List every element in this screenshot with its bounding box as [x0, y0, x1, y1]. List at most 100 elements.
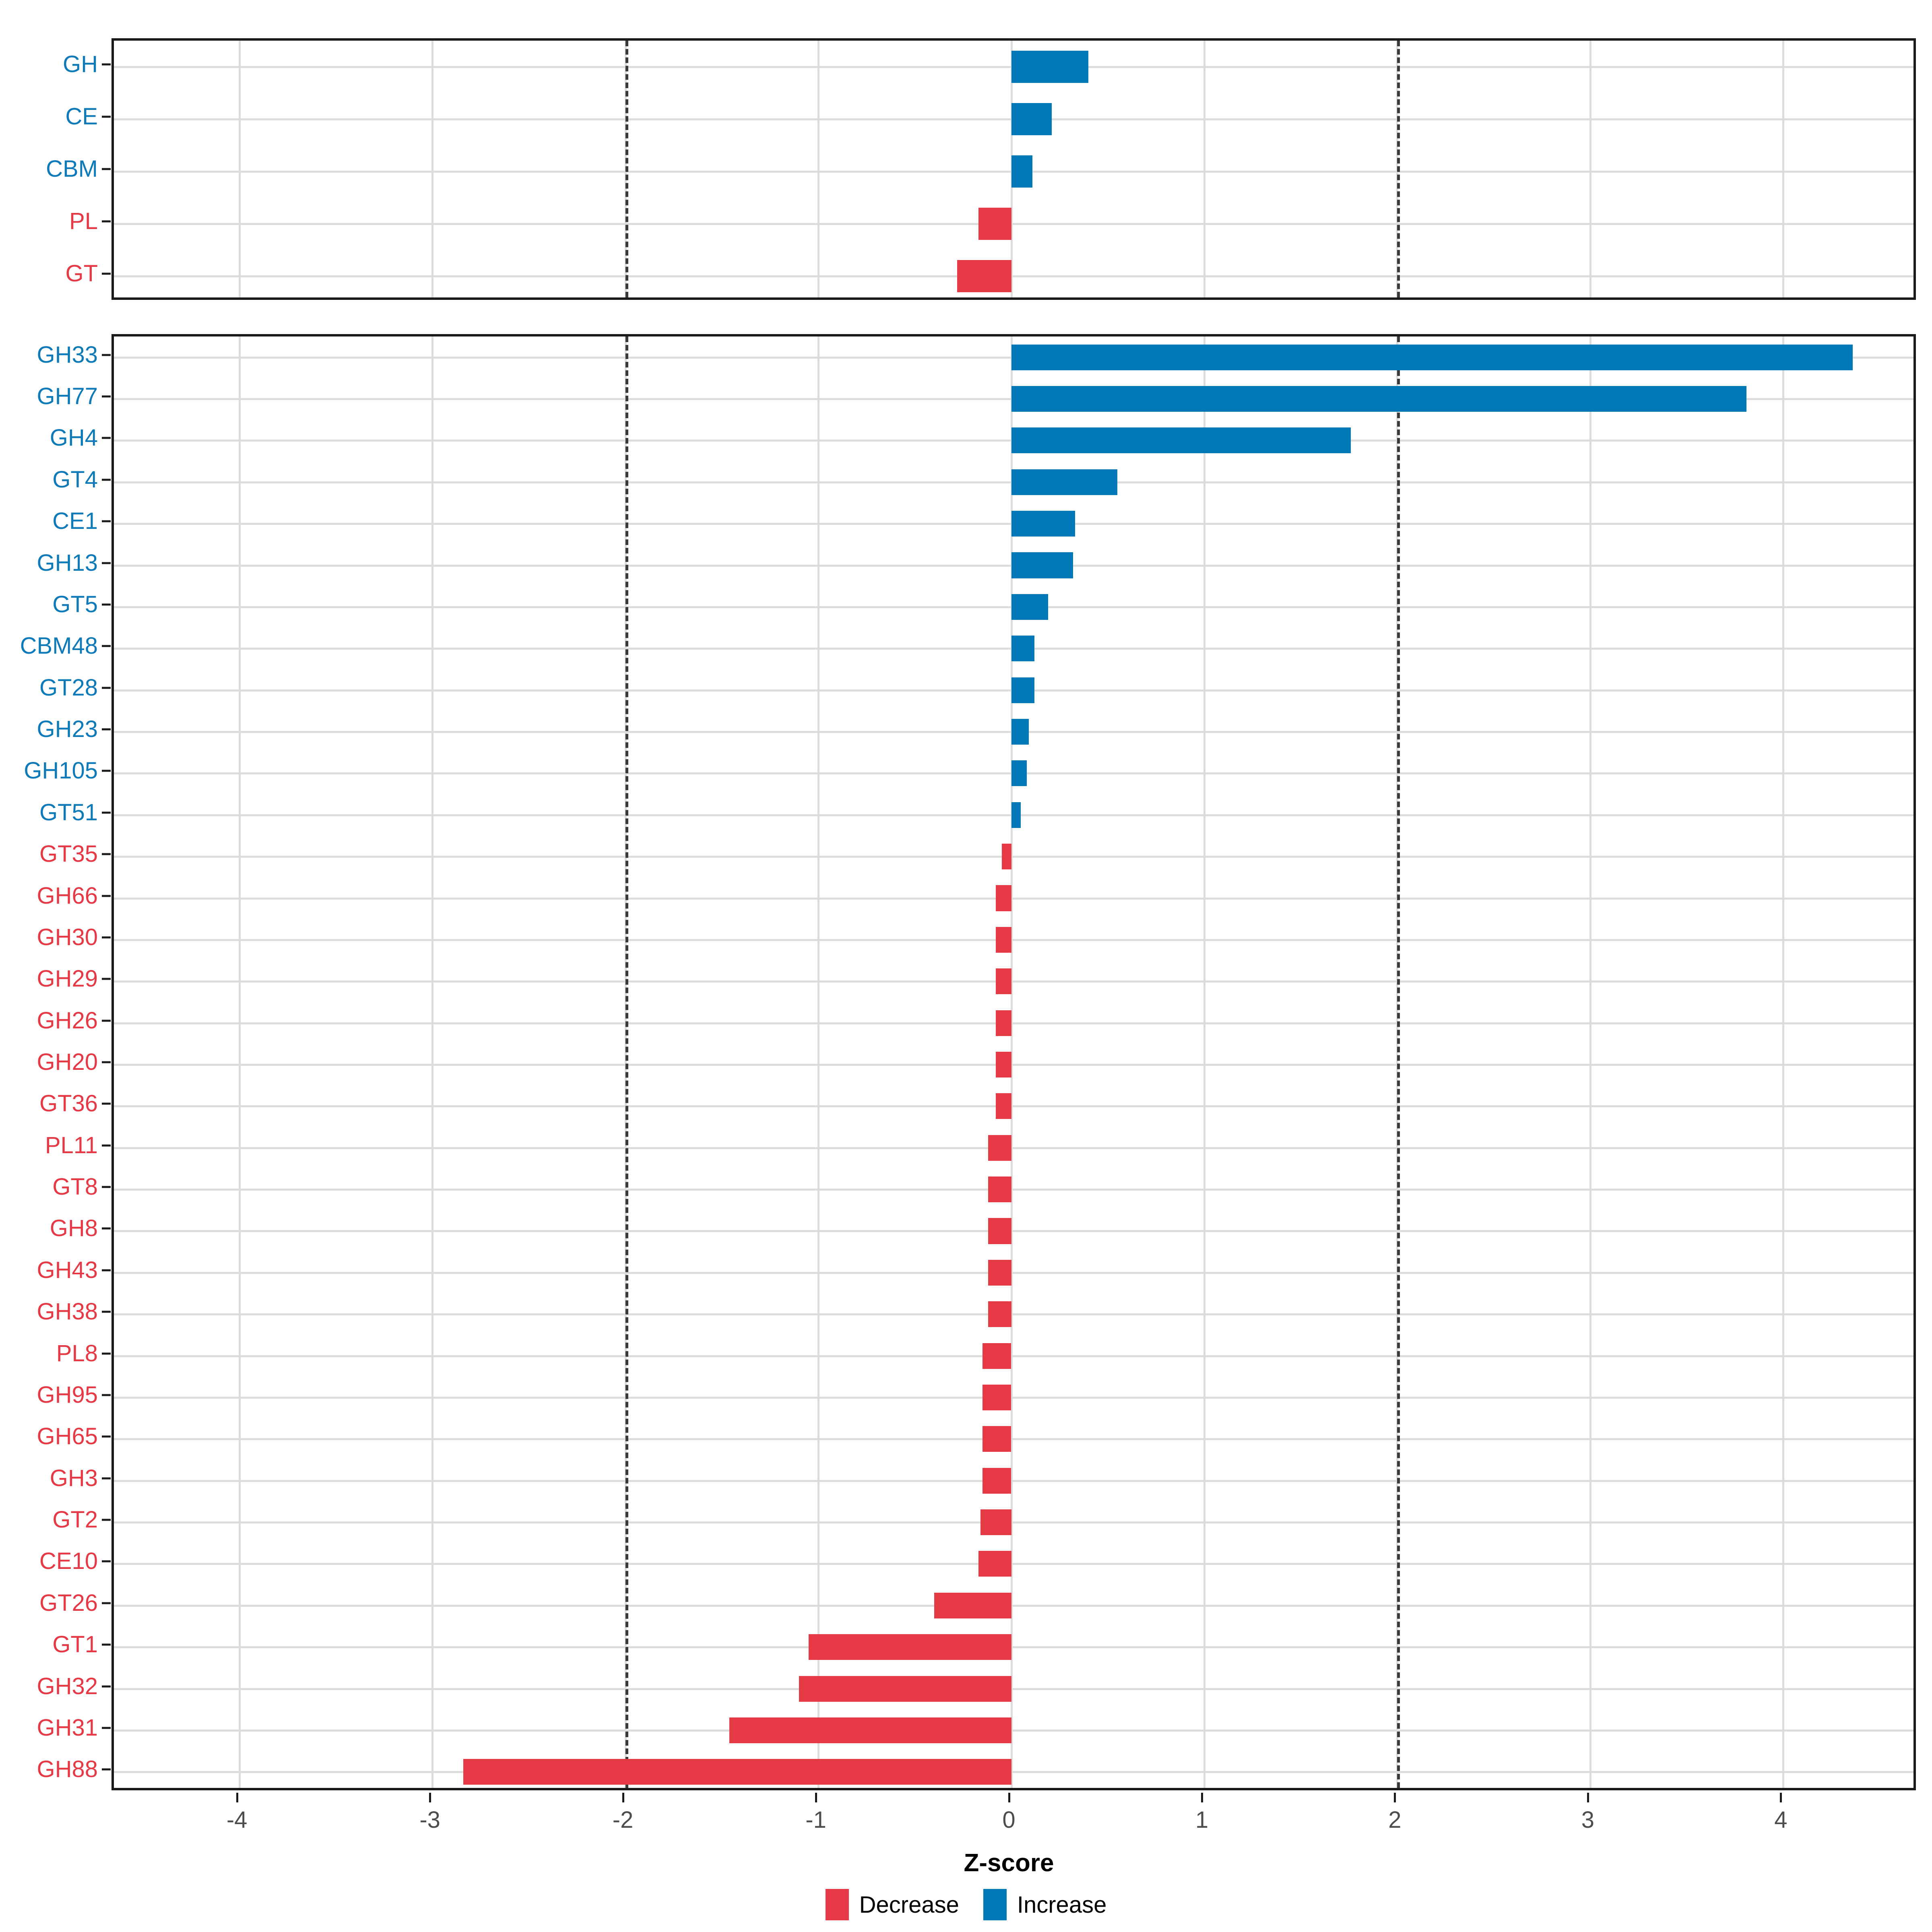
bar-GH38	[988, 1301, 1011, 1327]
y-axis-label-GT4: GT4	[52, 466, 98, 493]
y-axis-tick	[102, 645, 111, 647]
x-axis-tick-label: -3	[419, 1807, 440, 1833]
bar-GH95	[982, 1384, 1011, 1410]
gridline-horizontal	[114, 1355, 1913, 1357]
y-axis-tick	[102, 770, 111, 772]
chart-legend: Decrease Increase	[0, 1889, 1932, 1920]
gridline-horizontal	[114, 1480, 1913, 1482]
bar-GT5	[1011, 594, 1048, 620]
gridline-horizontal	[114, 1022, 1913, 1024]
y-axis-tick	[102, 603, 111, 606]
bar-PL	[978, 207, 1011, 240]
x-axis-tick	[815, 1793, 817, 1802]
cazyme-family-plot-area	[111, 334, 1916, 1790]
bar-CE	[1011, 103, 1052, 136]
y-axis-label-PL8: PL8	[56, 1340, 98, 1366]
y-axis-tick	[102, 354, 111, 356]
y-axis-label-GT28: GT28	[39, 674, 98, 701]
y-axis-tick	[102, 479, 111, 481]
bar-GH20	[996, 1051, 1011, 1078]
gridline-horizontal	[114, 1438, 1913, 1441]
gridline-vertical	[1589, 336, 1591, 1788]
bar-GH4	[1011, 427, 1351, 454]
gridline-vertical	[238, 41, 241, 297]
gridline-vertical	[238, 336, 241, 1788]
legend-label: Increase	[1017, 1891, 1107, 1918]
x-axis-tick-label: 3	[1581, 1807, 1595, 1833]
x-axis-tick	[1201, 1793, 1203, 1802]
gridline-horizontal	[114, 1064, 1913, 1066]
bar-GT4	[1011, 469, 1118, 495]
y-axis-tick	[102, 1352, 111, 1355]
x-axis-tick-label: 2	[1388, 1807, 1402, 1833]
y-axis-label-CE: CE	[65, 103, 98, 130]
x-axis-title: Z-score	[964, 1849, 1054, 1877]
gridline-horizontal	[114, 1105, 1913, 1108]
y-axis-label-GT: GT	[65, 260, 98, 287]
gridline-horizontal	[114, 939, 1913, 941]
x-axis-tick	[1394, 1793, 1396, 1802]
bar-GT2	[980, 1509, 1011, 1536]
y-axis-label-GH13: GH13	[37, 549, 98, 576]
bar-GH88	[463, 1759, 1011, 1785]
legend-swatch-increase	[983, 1889, 1007, 1920]
y-axis-label-GH26: GH26	[37, 1007, 98, 1034]
bar-GH3	[982, 1468, 1011, 1494]
cazyme-class-plot-area	[111, 38, 1916, 300]
y-axis-label-GH65: GH65	[37, 1423, 98, 1450]
gridline-vertical	[1203, 336, 1205, 1788]
gridline-horizontal	[114, 1147, 1913, 1149]
y-axis-tick	[102, 936, 111, 939]
bar-GH43	[988, 1259, 1011, 1286]
legend-item-increase[interactable]: Increase	[983, 1889, 1106, 1920]
y-axis-tick	[102, 978, 111, 980]
y-axis-label-PL11: PL11	[45, 1132, 98, 1158]
y-axis-tick	[102, 168, 111, 170]
gridline-vertical	[1010, 336, 1013, 1788]
y-axis-tick	[102, 116, 111, 118]
bar-GT51	[1011, 802, 1021, 828]
y-axis-label-GT36: GT36	[39, 1090, 98, 1117]
y-axis-label-GH30: GH30	[37, 924, 98, 950]
gridline-vertical	[431, 336, 434, 1788]
y-axis-tick	[102, 1602, 111, 1604]
reference-line	[1397, 336, 1400, 1788]
x-axis-tick-label: -1	[805, 1807, 826, 1833]
y-axis-tick	[102, 1727, 111, 1729]
x-axis-tick	[429, 1793, 431, 1802]
y-axis-tick	[102, 687, 111, 689]
y-axis-label-GH32: GH32	[37, 1673, 98, 1699]
bar-GT28	[1011, 677, 1035, 703]
gridline-vertical	[817, 41, 820, 297]
gridline-vertical	[1782, 41, 1785, 297]
bar-GH31	[729, 1717, 1011, 1743]
bar-GT1	[809, 1634, 1011, 1660]
y-axis-tick	[102, 1435, 111, 1438]
y-axis-tick	[102, 811, 111, 814]
y-axis-label-GT5: GT5	[52, 591, 98, 617]
bar-GH77	[1011, 386, 1747, 412]
bar-GH26	[996, 1010, 1011, 1036]
bar-GH66	[996, 885, 1011, 911]
y-axis-label-GH38: GH38	[37, 1298, 98, 1325]
x-axis-tick-label: -4	[226, 1807, 248, 1833]
y-axis-tick	[102, 1394, 111, 1396]
y-axis-tick	[102, 1519, 111, 1521]
reference-line	[1397, 41, 1400, 297]
y-axis-tick	[102, 853, 111, 855]
x-axis-tick-label: 4	[1774, 1807, 1788, 1833]
y-axis-label-GT26: GT26	[39, 1589, 98, 1616]
legend-item-decrease[interactable]: Decrease	[825, 1889, 959, 1920]
y-axis-tick	[102, 1643, 111, 1646]
y-axis-tick	[102, 63, 111, 66]
bar-GT35	[1001, 844, 1011, 870]
y-axis-label-CE1: CE1	[52, 508, 98, 535]
y-axis-tick	[102, 395, 111, 398]
y-axis-tick	[102, 895, 111, 897]
x-axis-tick-label: -2	[612, 1807, 634, 1833]
x-axis-tick-label: 0	[1002, 1807, 1016, 1833]
reference-line	[625, 336, 628, 1788]
